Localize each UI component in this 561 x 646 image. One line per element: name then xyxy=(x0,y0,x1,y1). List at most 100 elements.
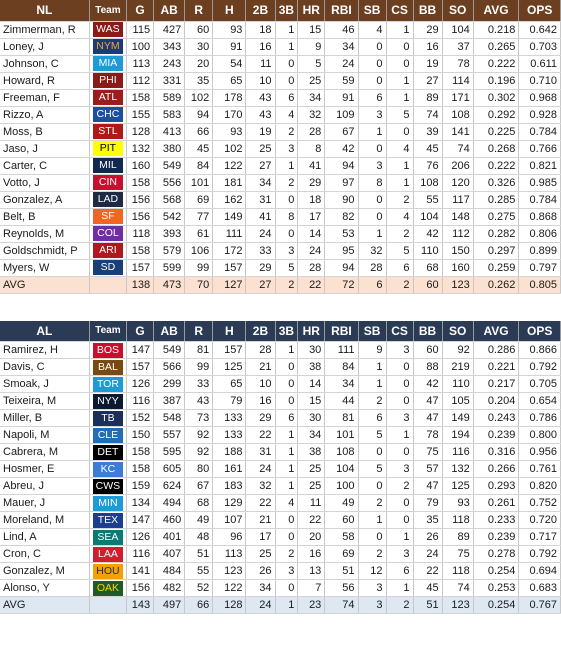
stat-bb: 24 xyxy=(413,545,443,563)
stat-3b: 4 xyxy=(275,106,299,124)
avg-avg: 0.262 xyxy=(473,276,520,294)
stat-rbi: 53 xyxy=(324,225,359,243)
stat-ops: 0.705 xyxy=(518,375,561,393)
stat-sb: 1 xyxy=(358,511,387,529)
stat-avg: 0.265 xyxy=(473,38,520,56)
stat-bb: 88 xyxy=(413,358,443,376)
stat-hr: 24 xyxy=(297,242,326,260)
stat-2b: 18 xyxy=(245,21,276,39)
stat-hr: 32 xyxy=(297,106,326,124)
stat-hr: 9 xyxy=(297,38,326,56)
player-name: Abreu, J xyxy=(0,477,90,495)
stat-r: 49 xyxy=(184,511,214,529)
stat-so: 150 xyxy=(442,242,474,260)
stat-rbi: 44 xyxy=(324,392,359,410)
stat-hr: 38 xyxy=(297,443,326,461)
stat-bb: 16 xyxy=(413,38,443,56)
team-badge: ARI xyxy=(92,243,124,258)
stat-sb: 3 xyxy=(358,579,387,597)
stat-ops: 0.703 xyxy=(518,38,561,56)
stat-hr: 28 xyxy=(297,123,326,141)
stat-h: 111 xyxy=(212,225,247,243)
stat-2b: 19 xyxy=(245,123,276,141)
average-team-empty xyxy=(89,596,128,614)
team-badge: OAK xyxy=(92,580,124,596)
player-row: Johnson, C MIA 113 243 20 54 11 0 5 24 0 0 19 78 0.222… xyxy=(0,55,561,73)
stat-bb: 110 xyxy=(413,242,443,260)
team-cell: ATL xyxy=(89,89,128,107)
team-cell: NYY xyxy=(89,392,128,410)
stat-avg: 0.239 xyxy=(473,528,520,546)
header-r: R xyxy=(184,320,214,342)
stat-g: 157 xyxy=(126,358,155,376)
player-name: Johnson, C xyxy=(0,55,90,73)
stat-g: 147 xyxy=(126,511,155,529)
stat-ab: 387 xyxy=(153,392,186,410)
stat-2b: 21 xyxy=(245,358,276,376)
team-cell: WAS xyxy=(89,21,128,39)
team-badge: CLE xyxy=(92,427,124,443)
stat-g: 116 xyxy=(126,545,155,563)
stat-avg: 0.326 xyxy=(473,174,520,192)
team-badge: TOR xyxy=(92,376,124,392)
stat-so: 112 xyxy=(442,225,474,243)
stat-ops: 0.866 xyxy=(518,341,561,359)
stat-rbi: 49 xyxy=(324,494,359,512)
stat-ops: 0.786 xyxy=(518,409,561,427)
stat-hr: 5 xyxy=(297,55,326,73)
team-badge: SEA xyxy=(92,529,124,545)
stat-hr: 14 xyxy=(297,375,326,393)
stat-cs: 1 xyxy=(386,21,414,39)
stat-bb: 57 xyxy=(413,460,443,478)
stat-ops: 0.797 xyxy=(518,259,561,277)
player-name: Rizzo, A xyxy=(0,106,90,124)
stat-avg: 0.233 xyxy=(473,511,520,529)
stat-ab: 243 xyxy=(153,55,186,73)
player-row: Belt, B SF 156 542 77 149 41 8 17 82 0 4 104 148 0.275… xyxy=(0,208,561,226)
stat-g: 147 xyxy=(126,341,155,359)
stat-h: 102 xyxy=(212,140,247,158)
stat-so: 114 xyxy=(442,72,474,90)
stat-bb: 60 xyxy=(413,341,443,359)
stat-r: 92 xyxy=(184,443,214,461)
stat-hr: 29 xyxy=(297,174,326,192)
stat-bb: 22 xyxy=(413,562,443,580)
team-cell: STL xyxy=(89,123,128,141)
team-cell: SEA xyxy=(89,528,128,546)
stat-g: 126 xyxy=(126,528,155,546)
stat-avg: 0.293 xyxy=(473,477,520,495)
avg-bb: 51 xyxy=(413,596,443,614)
stat-ops: 0.683 xyxy=(518,579,561,597)
stat-h: 133 xyxy=(212,426,247,444)
stat-ops: 0.928 xyxy=(518,106,561,124)
stat-rbi: 100 xyxy=(324,477,359,495)
stat-sb: 9 xyxy=(358,341,387,359)
stat-cs: 0 xyxy=(386,392,414,410)
player-row: Cron, C LAA 116 407 51 113 25 2 16 69 2 3 24 75 0.278 0… xyxy=(0,545,561,563)
stat-so: 206 xyxy=(442,157,474,175)
stat-r: 61 xyxy=(184,225,214,243)
stat-sb: 0 xyxy=(358,477,387,495)
stat-hr: 28 xyxy=(297,259,326,277)
header-ops: OPS xyxy=(518,320,561,342)
stat-hr: 25 xyxy=(297,477,326,495)
stat-ops: 0.800 xyxy=(518,426,561,444)
stat-sb: 0 xyxy=(358,55,387,73)
stat-r: 67 xyxy=(184,477,214,495)
stat-avg: 0.222 xyxy=(473,55,520,73)
stat-cs: 3 xyxy=(386,409,414,427)
stat-avg: 0.266 xyxy=(473,460,520,478)
stat-2b: 41 xyxy=(245,208,276,226)
stat-rbi: 109 xyxy=(324,106,359,124)
stat-ops: 0.899 xyxy=(518,242,561,260)
stat-ab: 299 xyxy=(153,375,186,393)
team-badge: BAL xyxy=(92,359,124,375)
stat-2b: 31 xyxy=(245,443,276,461)
stat-r: 84 xyxy=(184,157,214,175)
nl-header-row: NL Team G AB R H 2B 3B HR RBI SB CS BB SO AVG OPS xyxy=(0,0,561,22)
stat-r: 68 xyxy=(184,494,214,512)
stat-hr: 34 xyxy=(297,89,326,107)
player-name: Goldschmidt, P xyxy=(0,242,90,260)
stat-sb: 0 xyxy=(358,72,387,90)
stat-g: 156 xyxy=(126,191,155,209)
